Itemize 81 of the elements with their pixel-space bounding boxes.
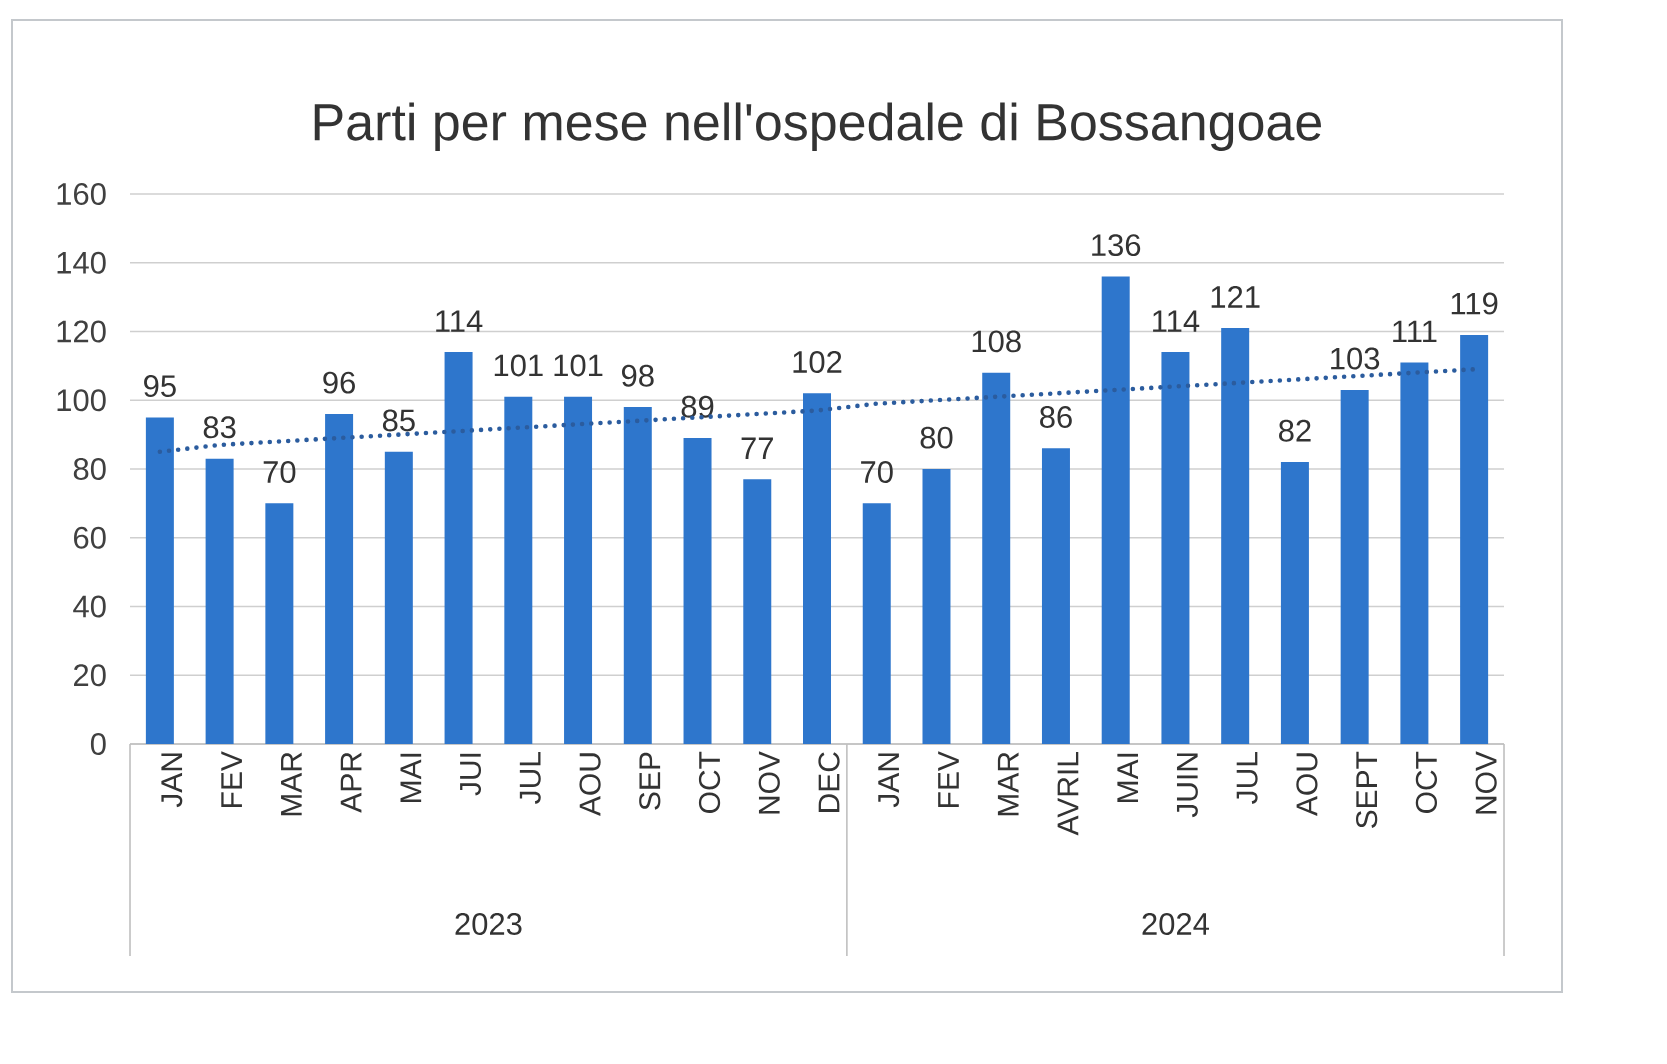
x-tick-label: JAN bbox=[161, 753, 183, 808]
data-label: 85 bbox=[382, 409, 415, 432]
data-label: 114 bbox=[436, 310, 483, 332]
data-label: 114 bbox=[1153, 310, 1200, 332]
x-tick-label: MAR bbox=[281, 752, 302, 816]
chart-title: Parti per mese nell'ospedale di Bossangoae bbox=[314, 102, 1321, 151]
data-label: 89 bbox=[681, 395, 714, 418]
y-tick-label: 120 bbox=[57, 320, 106, 343]
y-tick-label: 140 bbox=[57, 251, 106, 274]
data-label: 136 bbox=[1092, 234, 1141, 257]
x-tick-label: JAN bbox=[878, 753, 900, 808]
text: 2024 bbox=[1142, 913, 1210, 935]
data-label: 70 bbox=[861, 461, 893, 483]
data-label: 103 bbox=[1331, 347, 1380, 370]
bar bbox=[145, 417, 174, 744]
data-label: 77 bbox=[741, 437, 773, 459]
data-label: 70 bbox=[263, 461, 296, 483]
bar bbox=[384, 451, 413, 744]
bar bbox=[205, 458, 234, 744]
x-tick-label: FEV bbox=[221, 751, 242, 807]
x-tick-label: SEP bbox=[639, 752, 661, 810]
y-tick-label: 100 bbox=[57, 389, 106, 412]
x-tick-label: SEPT bbox=[1356, 751, 1378, 829]
bar bbox=[623, 407, 652, 744]
y-tick-label: 160 bbox=[57, 183, 106, 205]
x-tick-label: MAI bbox=[1117, 753, 1139, 802]
x-tick-label: AVRIL bbox=[1057, 752, 1079, 836]
data-label: 96 bbox=[323, 371, 355, 394]
x-tick-label: AOU bbox=[1296, 753, 1318, 816]
x-tick-label: JUIN bbox=[1176, 753, 1198, 818]
y-tick-label: 60 bbox=[74, 526, 106, 549]
y-tick-label: 80 bbox=[73, 458, 106, 480]
x-tick-label: DEC bbox=[818, 752, 840, 812]
bar bbox=[982, 372, 1011, 744]
bar bbox=[1340, 389, 1369, 744]
data-label: 98 bbox=[621, 364, 654, 387]
bar bbox=[683, 438, 712, 744]
data-label: 111 bbox=[1393, 320, 1437, 343]
data-label: 80 bbox=[920, 426, 953, 449]
data-label: 121 bbox=[1211, 286, 1260, 308]
data-label: 86 bbox=[1040, 406, 1072, 428]
y-tick-label: 40 bbox=[73, 595, 106, 618]
y-tick-label: 20 bbox=[74, 664, 106, 687]
bar bbox=[1221, 328, 1250, 744]
text: 2023 bbox=[455, 913, 522, 935]
data-label: 102 bbox=[793, 351, 842, 373]
x-tick-label: JUL bbox=[519, 752, 541, 804]
bar bbox=[862, 503, 891, 744]
bar bbox=[504, 396, 533, 744]
bar bbox=[1041, 448, 1070, 744]
x-tick-label: AOU bbox=[579, 753, 601, 816]
bar bbox=[265, 503, 294, 744]
bar bbox=[743, 479, 772, 744]
data-label: 101 bbox=[494, 354, 543, 377]
y-tick-label: 0 bbox=[90, 733, 106, 755]
bar bbox=[1161, 352, 1190, 744]
bar bbox=[1460, 334, 1489, 744]
bar bbox=[1101, 276, 1130, 744]
bar bbox=[325, 413, 354, 744]
data-label: 82 bbox=[1279, 419, 1311, 442]
x-tick-label: OCT bbox=[1415, 751, 1438, 813]
bar bbox=[1280, 462, 1309, 744]
x-tick-label: NOV bbox=[1475, 751, 1497, 814]
x-tick-label: NOV bbox=[758, 751, 780, 814]
bar bbox=[1400, 362, 1429, 744]
bar bbox=[803, 393, 832, 744]
data-label: 108 bbox=[972, 330, 1021, 353]
x-tick-label: MAR bbox=[997, 752, 1019, 816]
data-label: 83 bbox=[203, 416, 236, 439]
bar bbox=[564, 396, 593, 744]
x-tick-label: JUL bbox=[1236, 752, 1258, 804]
bar bbox=[444, 352, 473, 744]
data-label: 119 bbox=[1451, 292, 1498, 315]
x-tick-label: JUI bbox=[460, 753, 482, 796]
x-tick-label: APR bbox=[340, 752, 362, 813]
bar bbox=[922, 468, 951, 744]
data-label: 95 bbox=[144, 375, 176, 398]
x-tick-label: OCT bbox=[698, 751, 721, 813]
data-label: 101 bbox=[554, 354, 603, 377]
x-tick-label: FEV bbox=[938, 751, 959, 807]
x-tick-label: MAI bbox=[400, 753, 422, 802]
